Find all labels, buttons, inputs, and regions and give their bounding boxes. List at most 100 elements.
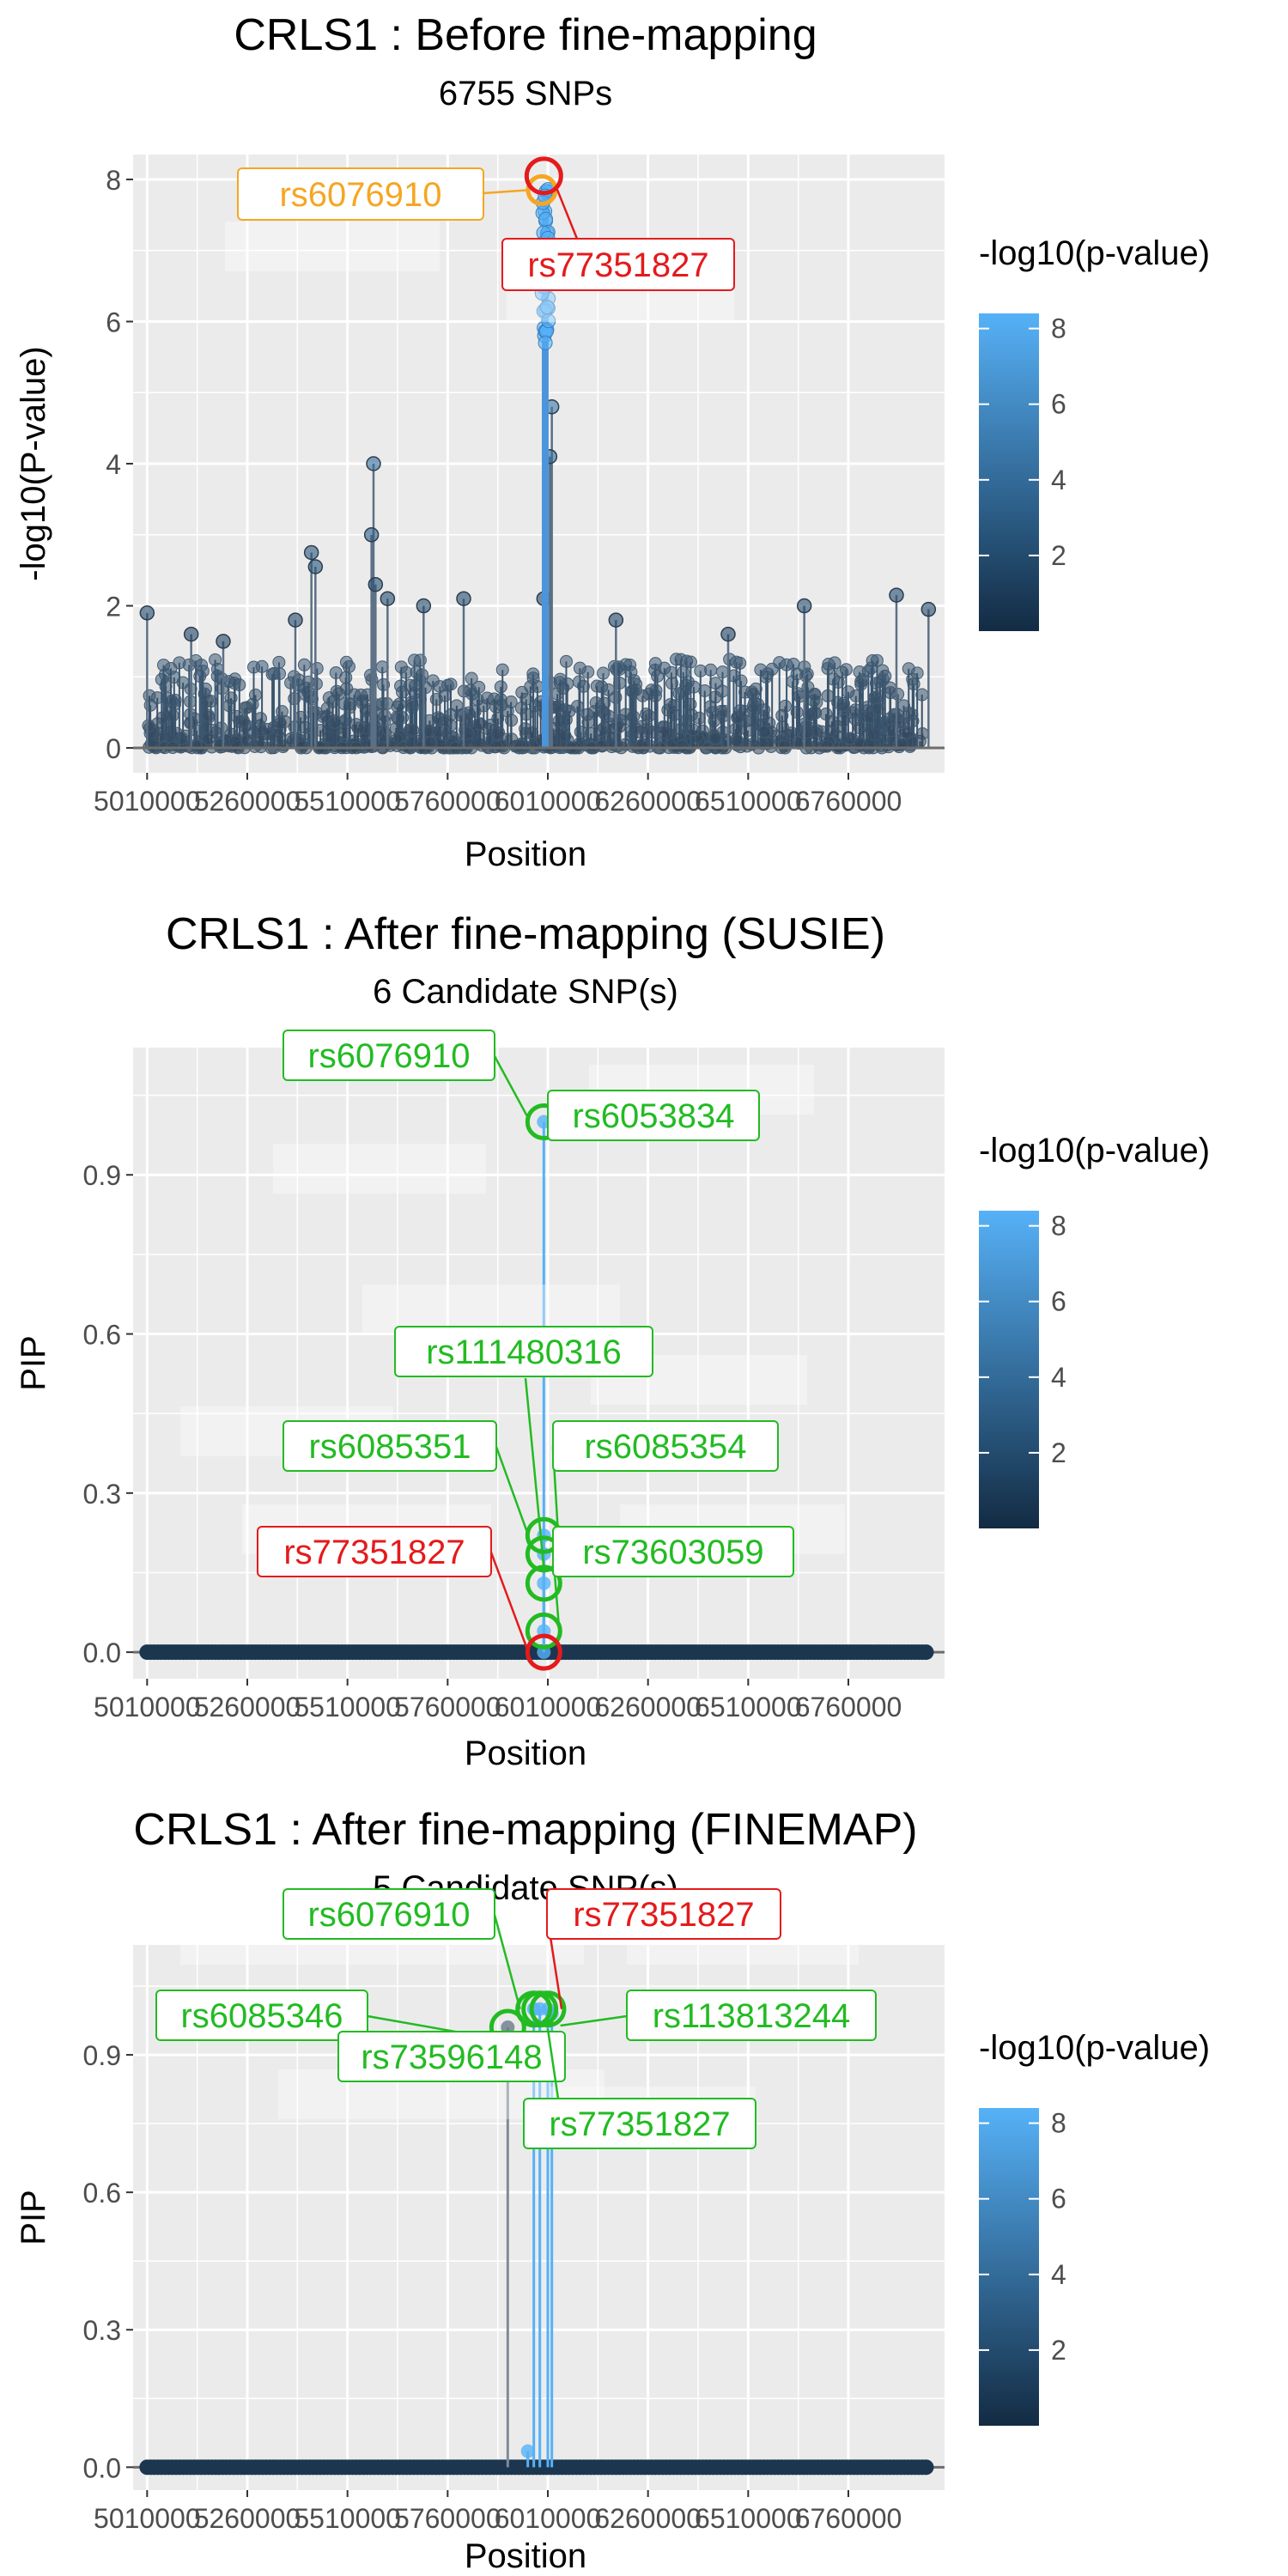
y-tick-label: 0	[106, 733, 121, 764]
snp-label-box	[626, 1990, 877, 2041]
snp-point	[406, 723, 420, 737]
label-connector	[546, 2028, 560, 2099]
x-tick-label: 6510000	[695, 786, 802, 817]
snp-label-box	[523, 2098, 756, 2149]
colorbar-tick-label: 6	[1051, 389, 1066, 420]
snp-point	[901, 726, 914, 739]
snp-label-box	[552, 1526, 794, 1577]
snp-point	[790, 705, 804, 719]
snp-point	[488, 692, 501, 706]
snp-point	[322, 691, 336, 705]
snp-point	[683, 655, 697, 669]
colorbar	[979, 313, 1039, 631]
snp-point	[657, 726, 671, 739]
snp-point	[723, 653, 737, 666]
snp-point	[468, 705, 482, 719]
snp-label: rs111480316	[426, 1334, 622, 1371]
snp-point	[570, 700, 584, 714]
snp-label-box	[155, 1990, 368, 2041]
colorbar-tick-label: 6	[1051, 1286, 1066, 1317]
snp-point	[366, 456, 381, 471]
label-connector	[493, 1914, 521, 2010]
snp-label-box	[501, 238, 735, 291]
x-tick-label: 6510000	[695, 1692, 802, 1722]
x-tick-label: 6010000	[495, 786, 602, 817]
snp-point	[408, 653, 422, 667]
snp-point	[839, 663, 853, 677]
snp-point	[538, 335, 553, 350]
snp-point	[841, 685, 855, 699]
snp-point	[641, 722, 654, 736]
snp-point	[307, 706, 320, 720]
snp-point	[745, 685, 759, 699]
snp-label-box	[257, 1526, 492, 1577]
snp-point	[594, 724, 608, 738]
snp-point	[808, 688, 822, 702]
chart-title: CRLS1 : After fine-mapping (SUSIE)	[166, 909, 885, 959]
snp-point	[419, 681, 433, 695]
x-tick-label: 6260000	[594, 2503, 702, 2534]
snp-point	[307, 559, 324, 574]
x-tick-label: 6760000	[795, 2503, 902, 2534]
colorbar-tick-label: 2	[1051, 2335, 1066, 2366]
snp-point	[918, 1644, 934, 1661]
snp-point	[754, 663, 768, 677]
snp-point	[853, 665, 866, 679]
x-tick-label: 5260000	[194, 1692, 301, 1722]
snp-point	[865, 661, 878, 675]
snp-point	[778, 699, 792, 713]
snp-point	[155, 711, 169, 725]
snp-point	[863, 710, 877, 724]
snp-point	[715, 665, 729, 679]
label-ghost	[225, 222, 440, 271]
snp-point	[440, 714, 453, 728]
signal-band	[542, 186, 549, 749]
snp-point	[173, 656, 186, 670]
color-legend: -log10(p-value) 2 4 6 8	[979, 2029, 1210, 2426]
y-tick-label: 0.3	[83, 1479, 121, 1510]
pip-point	[537, 1576, 551, 1590]
snp-point	[676, 739, 690, 753]
snp-label-box	[337, 2031, 566, 2082]
label-connector	[483, 189, 529, 195]
colorbar	[979, 2108, 1039, 2426]
x-tick-label: 6760000	[795, 1692, 902, 1722]
label-ghost	[273, 1144, 486, 1194]
x-tick-label: 6260000	[594, 1692, 702, 1722]
snp-point	[299, 681, 313, 695]
snp-point	[576, 679, 590, 693]
snp-point	[272, 655, 286, 669]
snp-point	[799, 669, 813, 683]
snp-point	[854, 677, 868, 691]
snp-point	[720, 626, 736, 642]
snp-point	[756, 737, 769, 750]
snp-point	[550, 687, 564, 701]
snp-point	[199, 682, 213, 696]
snp-point	[440, 678, 454, 692]
snp-point	[836, 714, 850, 727]
snp-point	[694, 664, 708, 677]
panel-1: CRLS1 : Before fine-mapping 6755 SNPs 0 2 4 6…	[15, 10, 1210, 873]
snp-point	[661, 703, 675, 717]
x-axis-label: Position	[465, 2537, 586, 2575]
x-axis-label: Position	[465, 1735, 586, 1772]
snp-label: rs77351827	[573, 1896, 754, 1934]
snp-label: rs6085351	[308, 1428, 471, 1466]
snp-point	[337, 726, 351, 740]
snp-point	[201, 708, 215, 722]
snp-point	[867, 691, 881, 705]
snp-point	[627, 673, 641, 687]
snp-label: rs6076910	[307, 1896, 470, 1934]
snp-point	[602, 683, 616, 696]
snp-point	[539, 300, 555, 315]
snp-point	[642, 687, 656, 701]
snp-point	[581, 665, 595, 679]
snp-point	[377, 677, 391, 691]
x-axis-label: Position	[465, 835, 586, 873]
panel-2: CRLS1 : After fine-mapping (SUSIE) 6 Cand…	[15, 909, 1210, 1772]
snp-point	[729, 722, 743, 736]
snp-point	[167, 671, 181, 684]
y-tick-label: 8	[106, 165, 121, 196]
snp-point	[785, 726, 799, 740]
y-tick-label: 0.9	[83, 2040, 121, 2071]
